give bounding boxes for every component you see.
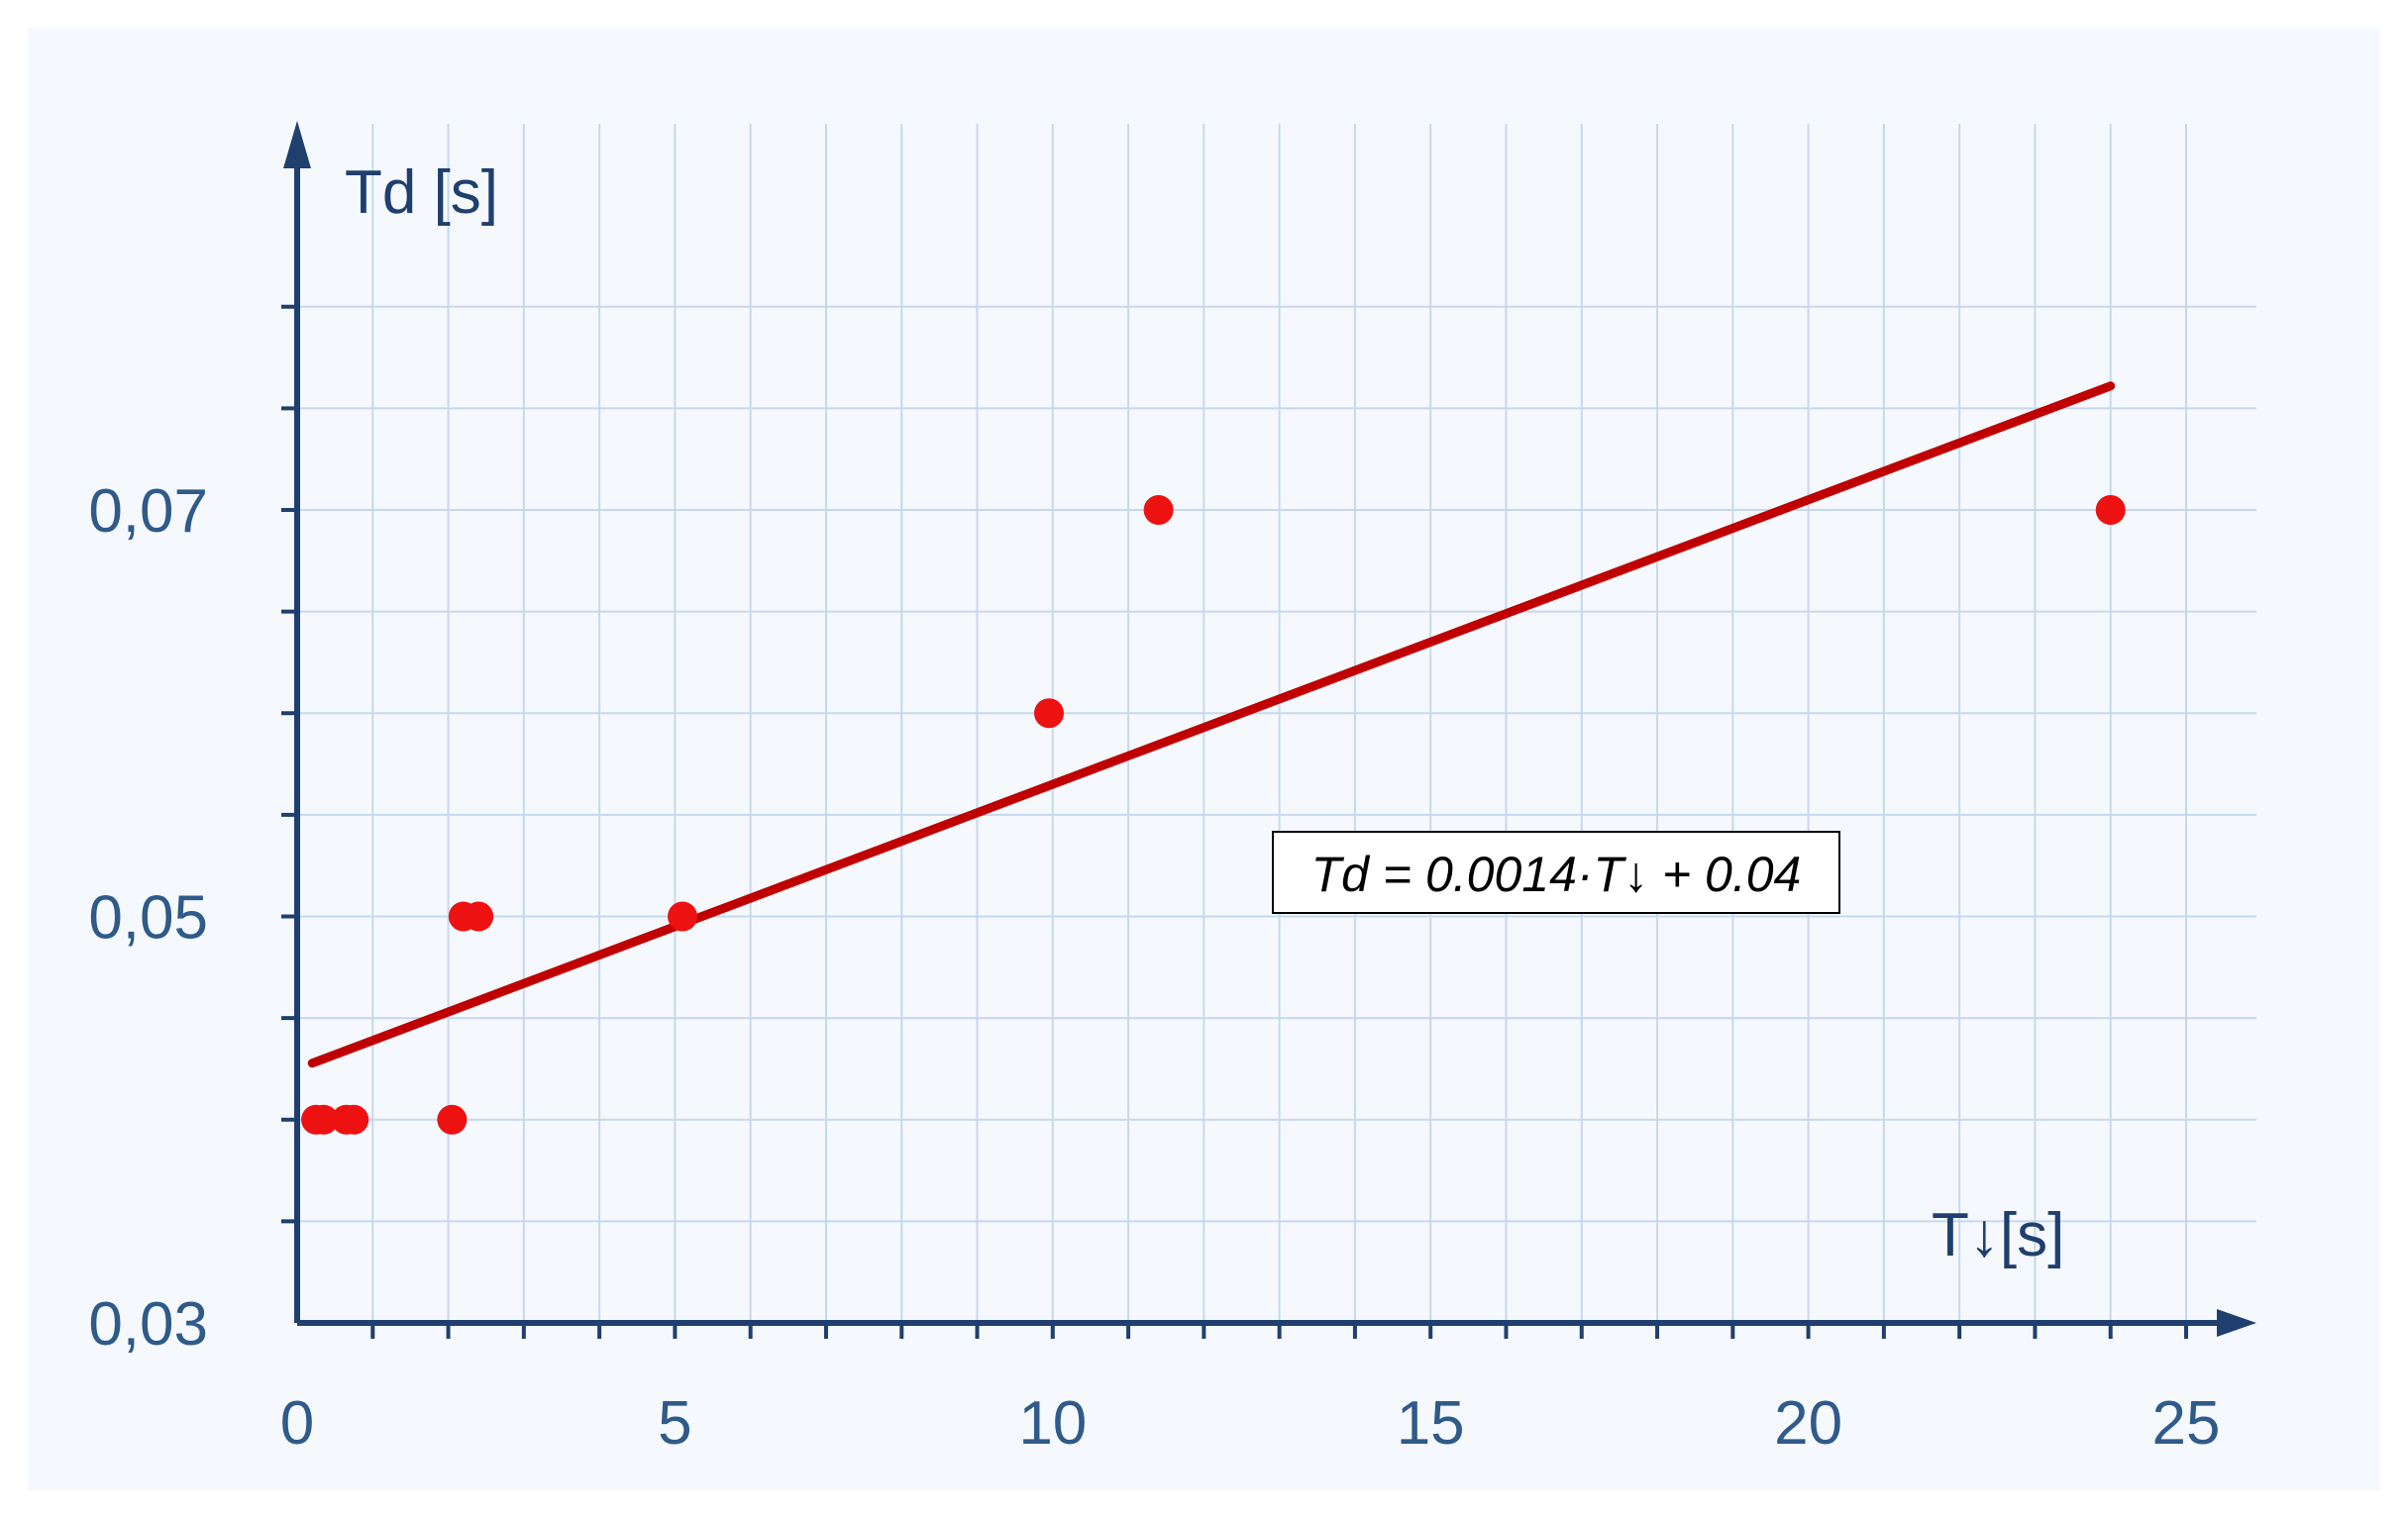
y-axis-title: Td [s] <box>345 158 498 227</box>
data-point <box>1143 495 1174 525</box>
x-tick-label: 20 <box>1774 1389 1842 1458</box>
data-point <box>308 1104 339 1135</box>
data-point <box>2095 495 2126 525</box>
data-point <box>1033 698 1064 729</box>
data-point <box>339 1104 369 1135</box>
y-tick-label: 0,03 <box>88 1290 208 1359</box>
y-tick-label: 0,05 <box>88 884 208 953</box>
x-tick-label: 0 <box>280 1389 314 1458</box>
data-point <box>464 901 494 932</box>
data-point <box>437 1104 468 1135</box>
equation-label: Td = 0.0014·T↓ + 0.04 <box>1311 847 1802 902</box>
x-tick-label: 10 <box>1018 1389 1087 1458</box>
y-tick-label: 0,07 <box>88 477 208 546</box>
x-tick-label: 5 <box>658 1389 691 1458</box>
trendline <box>307 381 2116 1068</box>
x-axis-title: T↓[s] <box>1932 1201 2064 1269</box>
equation-box <box>1272 831 1840 914</box>
y-axis-arrow <box>283 121 311 168</box>
equation-annotation: Td = 0.0014·T↓ + 0.04 <box>1272 831 1840 914</box>
data-point <box>668 901 698 932</box>
axes <box>281 121 2256 1339</box>
trendline-path <box>307 381 2116 1068</box>
axis-titles: Td [s] T↓[s] <box>345 158 2064 1269</box>
data-points <box>301 495 2126 1135</box>
tick-labels: 0 5 10 15 20 25 0,03 0,05 0,07 <box>88 477 2220 1458</box>
x-tick-label: 25 <box>2152 1389 2221 1458</box>
x-tick-label: 15 <box>1397 1389 1465 1458</box>
x-axis-arrow <box>2217 1309 2256 1337</box>
